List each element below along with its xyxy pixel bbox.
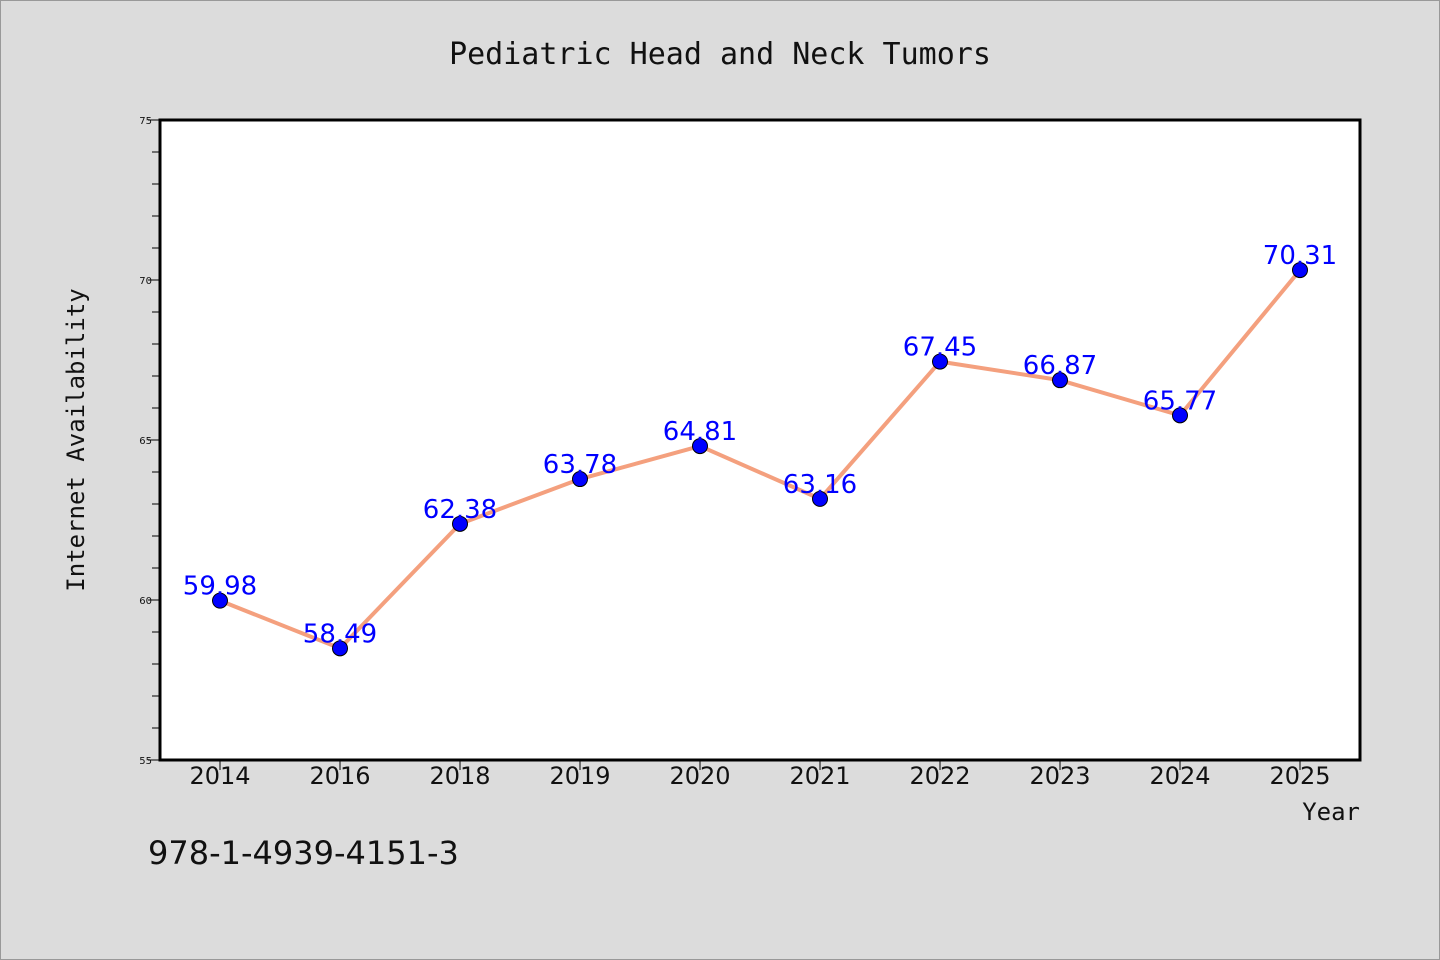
data-label: 66.87 xyxy=(1023,351,1097,381)
plot-area xyxy=(158,118,1362,762)
data-label: 63.16 xyxy=(783,470,857,500)
series-line xyxy=(219,268,1302,651)
x-axis-label: Year xyxy=(1302,798,1360,826)
x-axis: 2014 2016 2018 2019 2020 2021 2022 2023 2024 2025 xyxy=(189,760,1331,790)
x-tick-label: 2016 xyxy=(309,762,370,790)
data-label: 62.38 xyxy=(423,495,497,525)
chart-title: Pediatric Head and Neck Tumors xyxy=(449,37,991,72)
x-tick-label: 2025 xyxy=(1269,762,1330,790)
y-tick-label: 65 xyxy=(139,436,152,447)
data-point-marker xyxy=(812,490,828,507)
x-tick-label: 2020 xyxy=(669,762,730,790)
x-tick-label: 2023 xyxy=(1029,762,1090,790)
data-label-group: 59.98 58.49 62.38 63.78 64.81 63.16 67.45 66.87… xyxy=(183,241,1337,649)
x-tick-label: 2014 xyxy=(189,762,250,790)
x-tick-label: 2022 xyxy=(909,762,970,790)
data-point-marker xyxy=(452,515,468,532)
x-tick-label: 2024 xyxy=(1149,762,1210,790)
data-label: 63.78 xyxy=(543,450,617,480)
data-point-marker xyxy=(692,438,708,455)
x-tick-label: 2018 xyxy=(429,762,490,790)
y-axis: 55 60 65 70 75 xyxy=(139,116,160,767)
series-line-group xyxy=(212,262,1308,657)
data-point-marker xyxy=(1052,372,1068,389)
data-point-marker xyxy=(572,471,588,488)
y-axis-label: Internet Availability xyxy=(62,288,90,591)
y-tick-label: 55 xyxy=(139,756,152,767)
x-tick-label: 2021 xyxy=(789,762,850,790)
y-tick-label: 60 xyxy=(139,596,152,607)
data-label: 65.77 xyxy=(1143,386,1217,416)
data-label: 59.98 xyxy=(183,572,257,602)
data-point-marker xyxy=(212,592,228,609)
data-point-marker xyxy=(1292,262,1308,279)
isbn-annotation: 978-1-4939-4151-3 xyxy=(148,834,459,872)
data-point-marker xyxy=(332,640,348,657)
data-point-marker xyxy=(932,353,948,370)
data-label: 70.31 xyxy=(1263,241,1337,271)
data-point-marker xyxy=(1172,407,1188,424)
data-label: 67.45 xyxy=(903,333,977,363)
data-label: 64.81 xyxy=(663,417,737,447)
data-label: 58.49 xyxy=(303,619,377,649)
y-tick-label: 70 xyxy=(139,276,152,287)
y-tick-label: 75 xyxy=(139,116,152,127)
x-tick-label: 2019 xyxy=(549,762,610,790)
